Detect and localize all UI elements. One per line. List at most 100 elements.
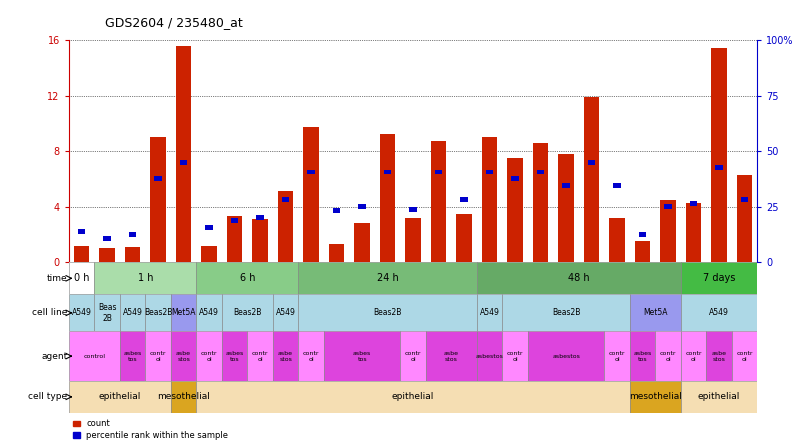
Bar xyxy=(635,242,650,262)
Bar xyxy=(100,248,115,262)
Bar xyxy=(78,229,85,234)
Text: contr
ol: contr ol xyxy=(609,351,625,361)
Bar xyxy=(231,218,238,223)
Text: contr
ol: contr ol xyxy=(252,351,268,361)
Text: asbe
stos: asbe stos xyxy=(444,351,458,361)
Text: A549: A549 xyxy=(122,309,143,317)
Text: mesothelial: mesothelial xyxy=(629,392,682,401)
Bar xyxy=(145,331,171,381)
Bar xyxy=(180,160,187,165)
Bar xyxy=(681,381,757,413)
Bar xyxy=(435,170,442,174)
Text: contr
ol: contr ol xyxy=(736,351,752,361)
Bar xyxy=(69,331,120,381)
Bar xyxy=(681,331,706,381)
Bar xyxy=(655,331,681,381)
Bar xyxy=(562,183,570,188)
Bar xyxy=(104,236,111,241)
Bar xyxy=(477,331,502,381)
Text: control: control xyxy=(83,353,105,359)
Bar xyxy=(69,381,171,413)
Text: asbe
stos: asbe stos xyxy=(712,351,727,361)
Text: epithelial: epithelial xyxy=(392,392,434,401)
Bar xyxy=(358,204,366,209)
Bar xyxy=(125,247,140,262)
Bar xyxy=(613,183,621,188)
Bar xyxy=(588,160,595,165)
Bar xyxy=(273,294,298,331)
Bar xyxy=(171,331,196,381)
Bar xyxy=(681,262,757,294)
Bar xyxy=(528,331,604,381)
Bar xyxy=(278,191,293,262)
Bar xyxy=(329,244,344,262)
Bar xyxy=(477,262,681,294)
Bar xyxy=(477,294,502,331)
Bar xyxy=(715,165,723,170)
Bar xyxy=(630,381,681,413)
Text: contr
ol: contr ol xyxy=(303,351,319,361)
Text: A549: A549 xyxy=(199,309,219,317)
Text: asbe
stos: asbe stos xyxy=(176,351,191,361)
Bar xyxy=(307,170,315,174)
Bar xyxy=(732,331,757,381)
Bar xyxy=(533,143,548,262)
Bar xyxy=(507,158,522,262)
Bar xyxy=(706,331,732,381)
Text: asbe
stos: asbe stos xyxy=(278,351,293,361)
Text: Beas2B: Beas2B xyxy=(552,309,580,317)
Bar xyxy=(426,331,477,381)
Bar xyxy=(741,197,748,202)
Text: A549: A549 xyxy=(480,309,500,317)
Bar xyxy=(604,331,630,381)
Bar xyxy=(253,219,268,262)
Bar xyxy=(171,381,196,413)
Bar xyxy=(171,294,196,331)
Bar xyxy=(486,170,493,174)
Text: contr
ol: contr ol xyxy=(685,351,701,361)
Text: mesothelial: mesothelial xyxy=(157,392,210,401)
Bar xyxy=(176,46,191,262)
Text: agent: agent xyxy=(41,352,67,361)
Text: Beas2B: Beas2B xyxy=(373,309,402,317)
Bar xyxy=(482,137,497,262)
Text: contr
ol: contr ol xyxy=(660,351,676,361)
Bar xyxy=(558,154,573,262)
Text: Beas2B: Beas2B xyxy=(144,309,173,317)
Text: contr
ol: contr ol xyxy=(201,351,217,361)
Text: A549: A549 xyxy=(275,309,296,317)
Bar xyxy=(502,294,630,331)
Bar xyxy=(154,176,162,181)
Bar xyxy=(145,294,171,331)
Bar xyxy=(660,200,676,262)
Bar xyxy=(151,137,166,262)
Bar xyxy=(630,331,655,381)
Bar xyxy=(94,262,196,294)
Text: 0 h: 0 h xyxy=(74,274,89,283)
Bar xyxy=(129,232,136,237)
Text: time: time xyxy=(47,274,67,283)
Text: asbes
tos: asbes tos xyxy=(633,351,652,361)
Bar xyxy=(94,294,120,331)
Bar xyxy=(409,207,417,212)
Bar xyxy=(686,202,701,262)
Text: Beas
2B: Beas 2B xyxy=(98,303,117,323)
Bar xyxy=(298,294,477,331)
Bar xyxy=(120,294,145,331)
Text: asbes
tos: asbes tos xyxy=(225,351,244,361)
Legend: count, percentile rank within the sample: count, percentile rank within the sample xyxy=(73,419,228,440)
Bar xyxy=(196,331,222,381)
Bar xyxy=(282,197,289,202)
Bar xyxy=(333,208,340,213)
Bar xyxy=(324,331,400,381)
Bar xyxy=(355,223,369,262)
Bar xyxy=(511,176,519,181)
Bar xyxy=(711,48,727,262)
Text: cell line: cell line xyxy=(32,309,67,317)
Bar xyxy=(256,215,264,220)
Bar xyxy=(457,214,471,262)
Bar xyxy=(273,331,298,381)
Bar xyxy=(202,246,217,262)
Bar xyxy=(431,141,446,262)
Bar xyxy=(222,331,247,381)
